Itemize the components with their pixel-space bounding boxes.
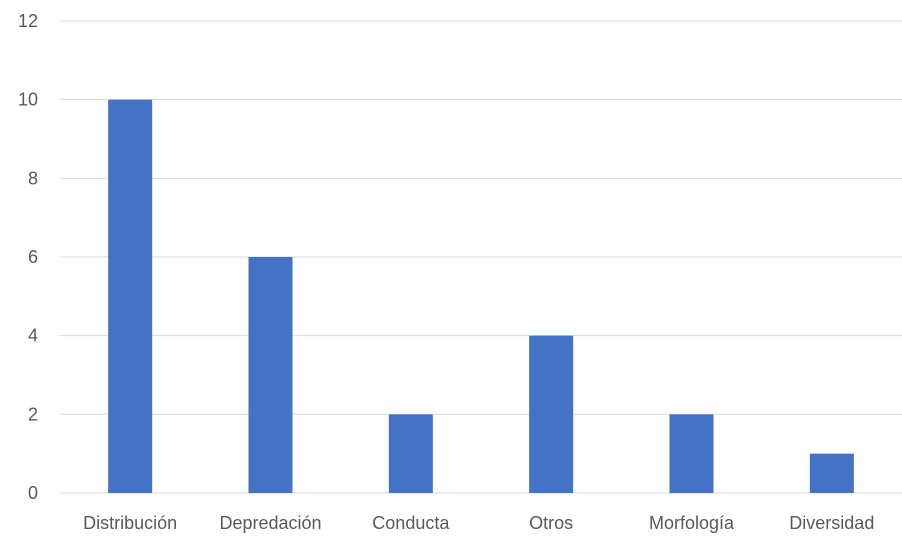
y-tick-label: 8 [28, 168, 38, 188]
y-tick-label: 10 [18, 90, 38, 110]
bar-5 [809, 453, 854, 493]
y-axis-tick-labels: 0 2 4 6 8 10 12 [18, 11, 38, 503]
gridlines [60, 20, 902, 494]
x-category-label: Depredación [219, 513, 321, 533]
y-tick-label: 6 [28, 247, 38, 267]
x-category-label: Morfología [649, 513, 735, 533]
bar-2 [388, 414, 433, 493]
y-tick-label: 12 [18, 11, 38, 31]
bar-4 [669, 414, 714, 493]
x-category-label: Distribución [83, 513, 177, 533]
y-tick-label: 2 [28, 404, 38, 424]
y-tick-label: 0 [28, 483, 38, 503]
x-axis-category-labels: Distribución Depredación Conducta Otros Morf… [83, 513, 874, 533]
x-category-label: Diversidad [789, 513, 874, 533]
bar-3 [529, 335, 574, 493]
x-category-label: Otros [529, 513, 573, 533]
bars [108, 99, 854, 494]
bar-1 [248, 257, 293, 493]
x-category-label: Conducta [372, 513, 450, 533]
y-tick-label: 4 [28, 326, 38, 346]
bar-0 [108, 99, 153, 494]
